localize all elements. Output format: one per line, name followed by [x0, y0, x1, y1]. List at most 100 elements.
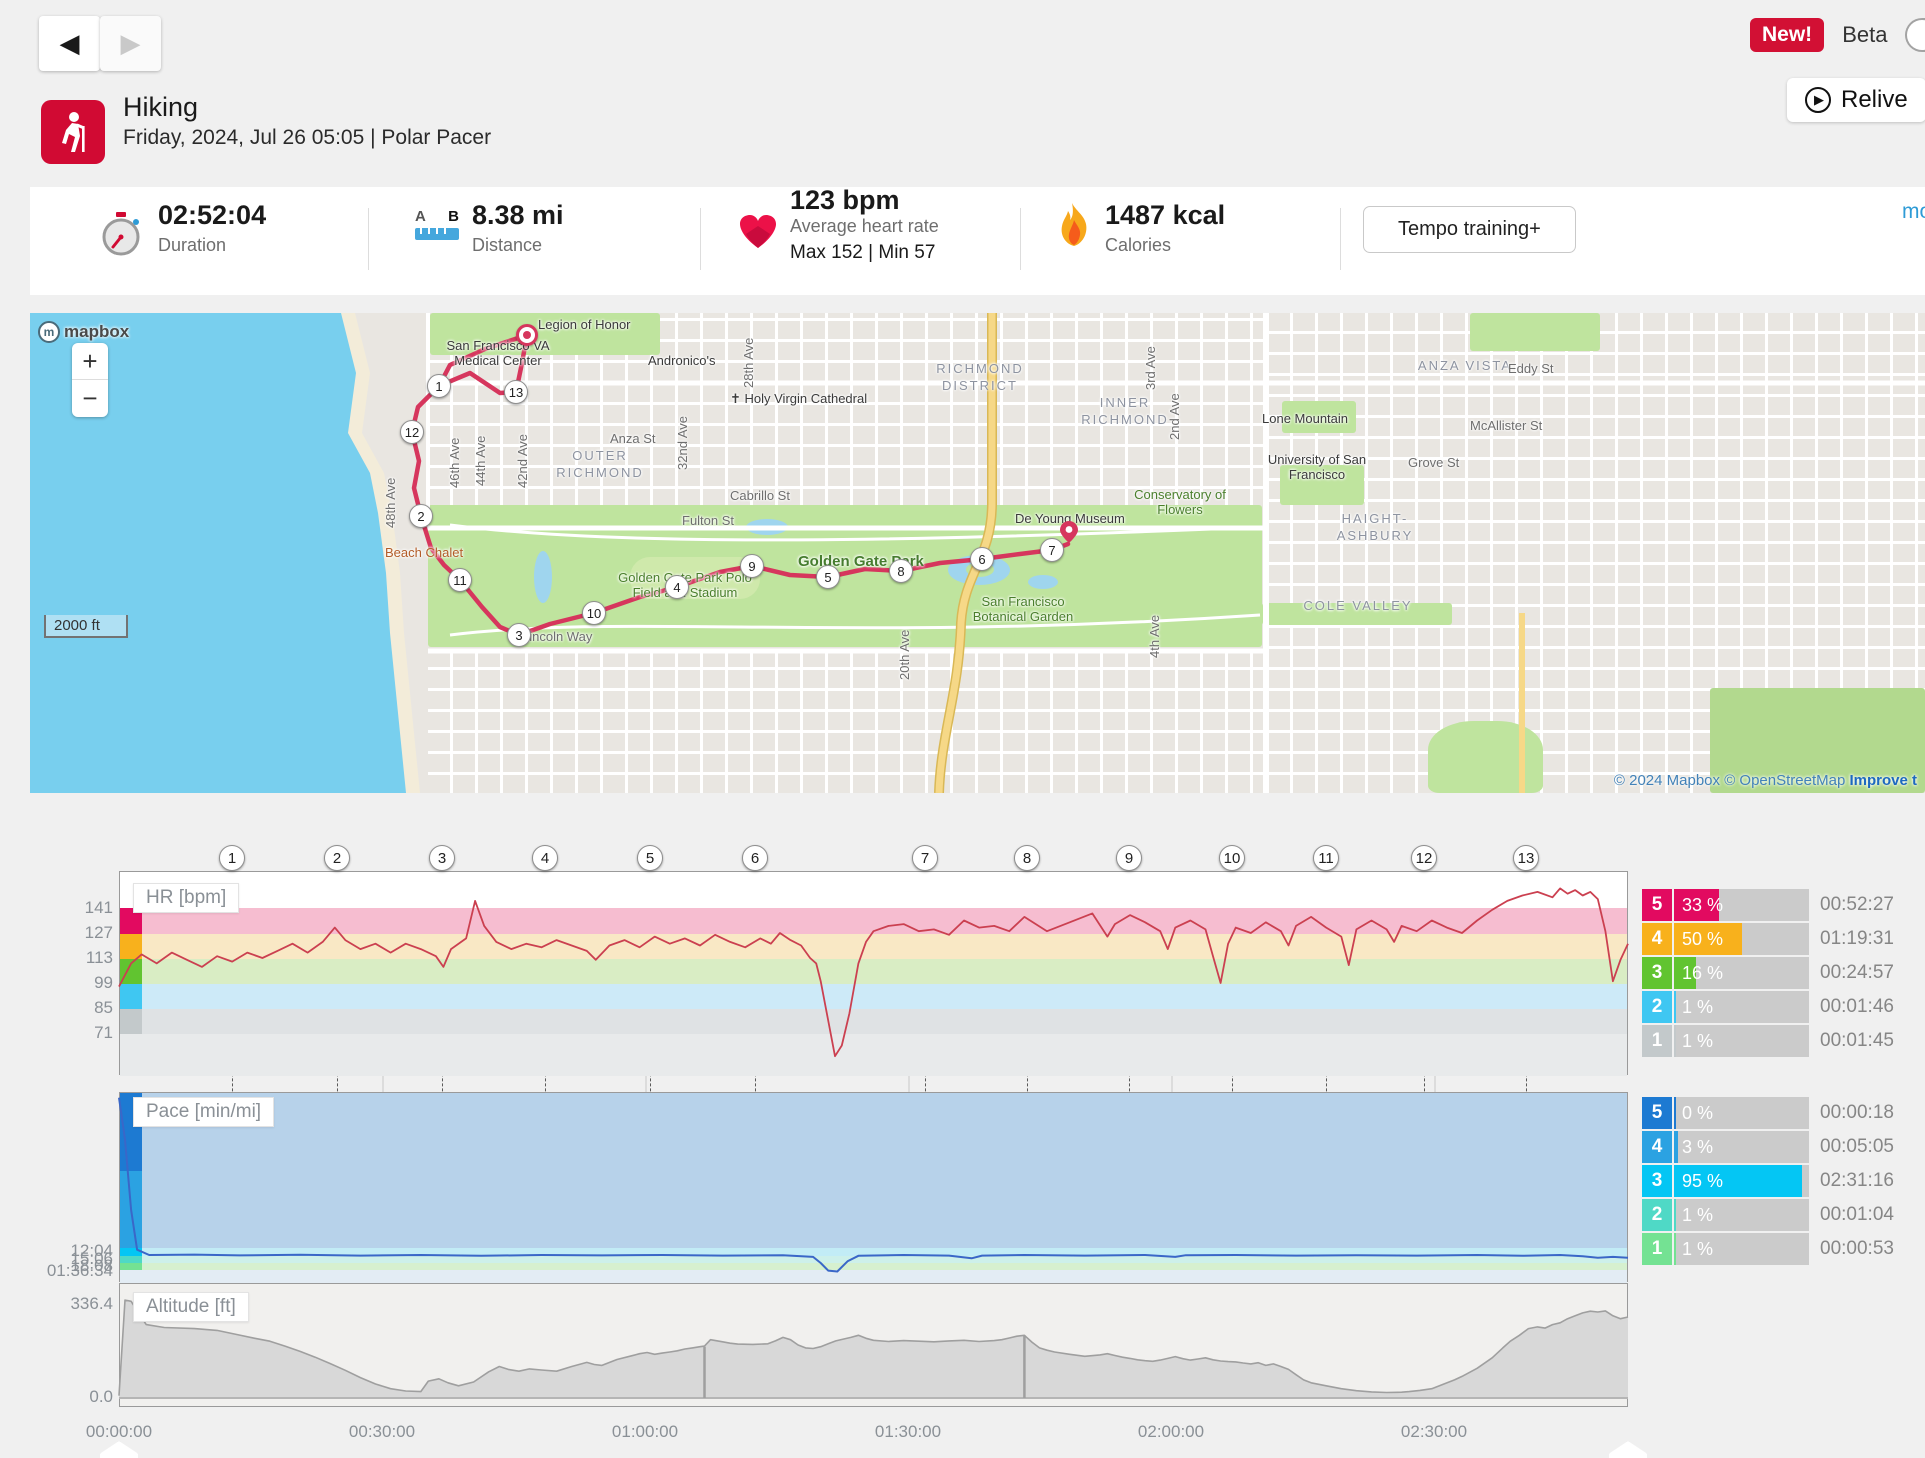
hr-zone-bar: 1 %	[1674, 1025, 1809, 1057]
more-link[interactable]: mo	[1902, 200, 1925, 223]
map-label: 4th Ave	[1147, 614, 1162, 658]
pace-zone-band	[120, 1256, 1627, 1263]
map-label: ANZA VISTA	[1417, 358, 1513, 373]
back-button[interactable]: ◀	[39, 16, 100, 71]
pace-zone-bar: 3 %	[1674, 1131, 1809, 1163]
panhandle-park	[1262, 603, 1452, 625]
hr-zone-band	[120, 908, 1627, 934]
map-zoom-out-button[interactable]: −	[72, 380, 108, 417]
map-label: 28th Ave	[741, 337, 756, 388]
page-title: Hiking	[123, 92, 199, 122]
map-zoom-in-button[interactable]: +	[72, 343, 108, 380]
pace-zone-number: 3	[1642, 1165, 1672, 1197]
hr-zone-percent: 33 %	[1682, 894, 1724, 915]
hr-zone-bar: 50 %	[1674, 923, 1809, 955]
route-mile-marker-6: 6	[970, 547, 994, 571]
range-handle-left[interactable]	[100, 1441, 138, 1458]
map-label: 3rd Ave	[1143, 346, 1158, 390]
hr-zone-number: 5	[1642, 889, 1672, 921]
time-axis-label: 00:30:00	[348, 1422, 416, 1441]
pace-zone-number: 1	[1642, 1233, 1672, 1265]
map-label: McAllister St	[1470, 418, 1543, 433]
hr-zone-band	[120, 984, 1627, 1009]
calories-value: 1487 kcal	[1105, 200, 1226, 230]
route-map[interactable]: Legion of Honor San Francisco VA Medical …	[30, 313, 1925, 793]
hr-zone-bar-fill	[1674, 991, 1676, 1023]
pace-zone-percent: 95 %	[1682, 1170, 1724, 1191]
forward-arrow-icon: ▶	[120, 28, 141, 58]
pace-zone-axis-bar	[120, 1248, 142, 1256]
mapbox-icon: m	[38, 321, 60, 343]
pace-zone-bar-fill	[1674, 1199, 1676, 1231]
time-axis-label: 02:00:00	[1137, 1422, 1205, 1441]
pace-zone-time: 00:00:18	[1820, 1102, 1894, 1123]
lone-mountain-green	[1282, 401, 1356, 433]
mapbox-logo[interactable]: m mapbox	[38, 321, 129, 343]
summary-bar	[30, 187, 1925, 295]
pace-zone-bar: 1 %	[1674, 1233, 1809, 1265]
hr-chart-title: HR [bpm]	[133, 883, 240, 913]
pace-zone-band	[120, 1263, 1627, 1270]
hr-zone-axis-bar	[120, 959, 142, 984]
pace-zone-percent: 1 %	[1682, 1204, 1714, 1225]
pace-zone-percent: 3 %	[1682, 1136, 1714, 1157]
route-mile-marker-4: 4	[665, 575, 689, 599]
lap-marker-11: 11	[1313, 845, 1339, 871]
route-mile-marker-11: 11	[448, 568, 472, 592]
hr-zone-bar-fill	[1674, 1025, 1676, 1057]
map-label: RICHMOND DISTRICT	[936, 361, 1024, 393]
map-label: 48th Ave	[383, 477, 398, 528]
forward-button[interactable]: ▶	[100, 16, 161, 71]
map-label: 32nd Ave	[675, 416, 690, 470]
sport-profile-button[interactable]: Tempo training+	[1363, 206, 1576, 253]
hr-zone-row-1: 1 1 % 00:01:45	[1642, 1025, 1902, 1057]
duration-label: Duration	[158, 235, 227, 255]
hr-zone-row-4: 4 50 % 01:19:31	[1642, 923, 1902, 955]
hr-zone-bar: 33 %	[1674, 889, 1809, 921]
map-label: COLE VALLEY	[1303, 598, 1413, 613]
map-label: Cabrillo St	[730, 488, 790, 503]
attribution-links[interactable]: © 2024 Mapbox © OpenStreetMap	[1613, 772, 1850, 789]
lap-marker-10: 10	[1219, 845, 1245, 871]
hr-zone-bar-fill	[1674, 957, 1696, 989]
hr-y-label: 99	[94, 973, 113, 992]
hr-zone-axis-bar	[120, 1009, 142, 1034]
hr-zone-row-3: 3 16 % 00:24:57	[1642, 957, 1902, 989]
pace-y-label: 12:04	[70, 1241, 113, 1260]
pace-zone-bar: 1 %	[1674, 1199, 1809, 1231]
map-label: Andronico's	[648, 353, 716, 368]
laurel-heights-green	[1470, 313, 1600, 351]
route-mile-marker-7: 7	[1040, 538, 1064, 562]
avg-hr-label: Average heart rate	[790, 216, 939, 236]
pace-chart	[119, 1092, 1628, 1283]
map-label: 2nd Ave	[1167, 393, 1182, 440]
hr-zone-band	[120, 959, 1627, 984]
hr-zone-time: 00:52:27	[1820, 894, 1894, 915]
distance-label: Distance	[472, 235, 543, 255]
pace-zone-number: 2	[1642, 1199, 1672, 1231]
map-label: INNER RICHMOND	[1081, 395, 1169, 427]
route-mile-marker-1: 1	[427, 374, 451, 398]
hr-zone-row-2: 2 1 % 00:01:46	[1642, 991, 1902, 1023]
map-scale: 2000 ft	[44, 615, 128, 638]
hr-zone-number: 1	[1642, 1025, 1672, 1057]
pace-zone-percent: 0 %	[1682, 1102, 1714, 1123]
map-attribution: © 2024 Mapbox © OpenStreetMap Improve t	[1614, 772, 1917, 789]
hr-chart	[119, 871, 1628, 1076]
hr-zone-percent: 16 %	[1682, 962, 1724, 983]
relive-button[interactable]: ▶ Relive	[1787, 78, 1925, 122]
map-label: Eddy St	[1508, 361, 1554, 376]
beta-toggle[interactable]	[1905, 18, 1925, 52]
map-label: Anza St	[610, 431, 656, 446]
activity-datetime: Friday, 2024, Jul 26 05:05 | Polar Pacer	[123, 126, 492, 149]
map-label: Conservatory of Flowers	[1134, 487, 1226, 517]
improve-map-link[interactable]: Improve t	[1849, 772, 1917, 789]
calories-label: Calories	[1105, 235, 1172, 255]
map-label: ✝ Holy Virgin Cathedral	[730, 391, 868, 406]
hr-zone-percent: 1 %	[1682, 1030, 1714, 1051]
pace-zone-number: 4	[1642, 1131, 1672, 1163]
lap-marker-3: 3	[429, 845, 455, 871]
new-badge: New!	[1750, 18, 1825, 52]
range-handle-right[interactable]	[1609, 1441, 1647, 1458]
